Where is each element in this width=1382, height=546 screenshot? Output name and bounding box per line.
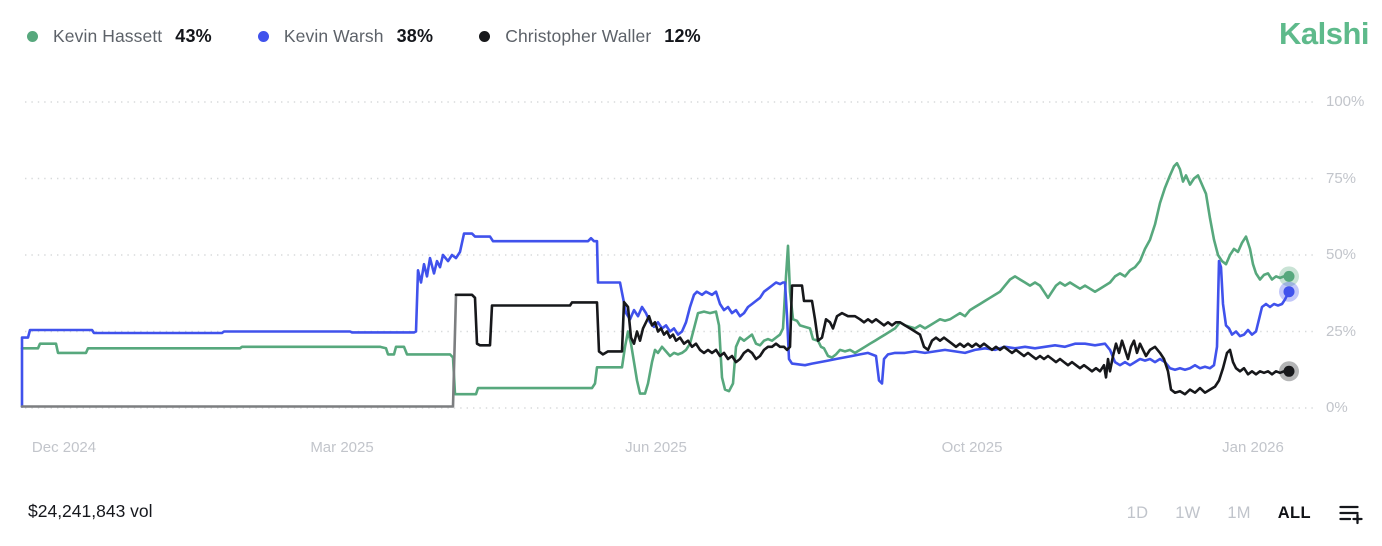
y-axis-label-25: 25%: [1326, 322, 1357, 340]
x-axis-label-dec-2024: Dec 2024: [31, 439, 97, 456]
kalshi-logo[interactable]: Kalshi: [1278, 16, 1370, 51]
series-dot-icon: [257, 31, 269, 42]
legend: Kevin Hassett 43% Kevin Warsh 38% Christ…: [27, 26, 701, 47]
series-marker-kevin-warsh: [1283, 286, 1295, 298]
y-axis-label-75: 75%: [1326, 169, 1357, 187]
series-line-kevin-warsh: [20, 232, 1291, 408]
volume-readout: $24,241,843 vol: [28, 501, 153, 521]
legend-item-kevin-hassett[interactable]: Kevin Hassett 43%: [27, 26, 212, 47]
legend-item-kevin-warsh[interactable]: Kevin Warsh 38%: [257, 26, 434, 47]
series-line-christopher-waller: [20, 293, 458, 408]
y-axis-label-0: 0%: [1326, 399, 1348, 416]
x-axis-label-jan-2026: Jan 2026: [1222, 439, 1284, 456]
series-line-kevin-hassett: [20, 161, 1291, 396]
time-range-selector: 1D 1W 1M ALL: [1127, 501, 1363, 526]
legend-name: Kevin Warsh: [283, 26, 384, 46]
legend-name: Christopher Waller: [505, 26, 652, 46]
legend-item-christopher-waller[interactable]: Christopher Waller 12%: [479, 26, 701, 47]
legend-value: 43%: [175, 26, 212, 46]
y-axis-label-50: 50%: [1326, 246, 1357, 263]
series-marker-kevin-hassett: [1283, 270, 1295, 282]
list-plus-icon[interactable]: [1338, 501, 1363, 526]
range-button-1d[interactable]: 1D: [1126, 504, 1149, 522]
legend-value: 12%: [664, 26, 701, 46]
range-button-all[interactable]: ALL: [1277, 504, 1311, 522]
legend-value: 38%: [396, 26, 434, 46]
x-axis-label-oct-2025: Oct 2025: [941, 439, 1003, 456]
range-button-1w[interactable]: 1W: [1175, 504, 1201, 522]
x-axis-label-mar-2025: Mar 2025: [310, 439, 374, 456]
legend-name: Kevin Hassett: [53, 26, 163, 46]
series-dot-icon: [27, 31, 38, 42]
series-dot-icon: [479, 31, 491, 42]
series-marker-christopher-waller: [1283, 365, 1295, 377]
x-axis-label-jun-2025: Jun 2025: [625, 439, 687, 456]
y-axis-label-100: 100%: [1326, 93, 1365, 110]
range-button-1m[interactable]: 1M: [1227, 504, 1251, 522]
series-line-christopher-waller: [454, 284, 1291, 396]
